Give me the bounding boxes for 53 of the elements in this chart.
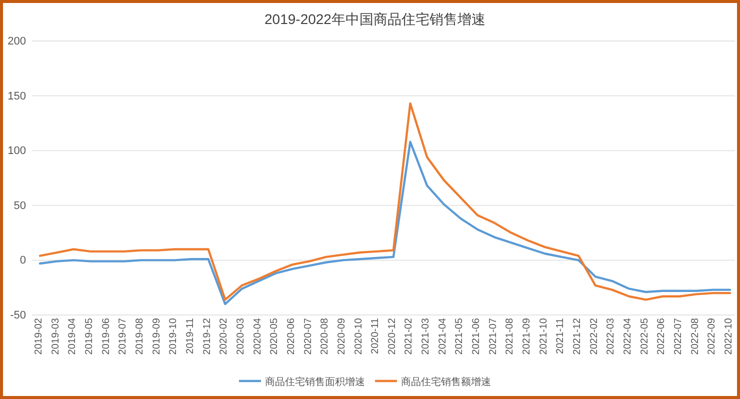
x-tick-label: 2022-02	[588, 318, 600, 355]
x-tick-label: 2019-11	[184, 318, 196, 354]
x-tick-label: 2020-11	[370, 318, 382, 354]
x-tick-label: 2020-05	[269, 318, 280, 355]
x-tick-label: 2019-03	[50, 318, 62, 355]
y-tick-label: 100	[8, 145, 26, 158]
x-tick-label: 2019-07	[118, 318, 129, 355]
x-tick-label: 2021-12	[572, 318, 584, 355]
x-tick-label: 2020-12	[386, 318, 398, 355]
x-tick-label: 2022-04	[622, 318, 634, 355]
x-tick-label: 2021-06	[471, 318, 482, 355]
x-tick-label: 2021-09	[522, 318, 533, 355]
x-tick-label: 2022-07	[673, 318, 684, 355]
x-tick-label: 2022-10	[724, 318, 734, 355]
x-tick-label: 2019-09	[151, 318, 162, 355]
x-tick-label: 2021-04	[437, 318, 448, 355]
x-tick-label: 2020-09	[336, 318, 348, 355]
y-tick-label: 50	[14, 200, 26, 212]
x-tick-label: 2020-06	[286, 318, 297, 355]
x-tick-label: 2020-03	[235, 318, 246, 355]
legend-label: 商品住宅销售面积增速	[265, 376, 365, 388]
legend-label: 商品住宅销售额增速	[401, 376, 491, 388]
x-tick-label: 2021-07	[488, 318, 499, 355]
x-tick-label: 2019-06	[100, 318, 112, 355]
x-tick-label: 2019-02	[34, 318, 44, 355]
line-series	[38, 102, 732, 301]
x-tick-label: 2021-10	[538, 318, 550, 355]
x-tick-label: 2021-05	[454, 318, 466, 355]
x-tick-label: 2019-04	[67, 318, 78, 355]
line-series	[38, 140, 732, 306]
x-tick-label: 2019-12	[202, 318, 213, 355]
x-tick-label: 2021-03	[420, 318, 432, 355]
x-tick-label: 2022-09	[706, 318, 718, 355]
x-tick-label: 2020-02	[218, 318, 230, 355]
x-tick-label: 2020-10	[353, 318, 364, 355]
x-tick-label: 2020-07	[302, 318, 314, 355]
x-tick-label: 2019-08	[134, 318, 146, 355]
x-tick-label: 2022-05	[639, 318, 650, 355]
x-tick-label: 2020-08	[320, 318, 331, 355]
y-tick-label: 0	[20, 254, 26, 267]
x-tick-label: 2021-02	[404, 318, 415, 355]
x-tick-label: 2019-05	[84, 318, 95, 355]
y-tick-label: 150	[8, 90, 26, 102]
x-tick-label: 2021-11	[555, 318, 566, 354]
x-tick-label: 2022-06	[656, 318, 668, 355]
x-tick-label: 2020-04	[252, 318, 264, 355]
x-tick-label: 2021-08	[504, 318, 516, 355]
chart-title: 2019-2022年中国商品住宅销售增速	[264, 11, 486, 27]
y-tick-label: 200	[8, 36, 26, 48]
x-tick-label: 2022-08	[690, 318, 701, 355]
y-tick-label: -50	[10, 310, 26, 322]
x-tick-label: 2022-03	[606, 318, 617, 355]
x-tick-label: 2019-10	[168, 318, 180, 355]
